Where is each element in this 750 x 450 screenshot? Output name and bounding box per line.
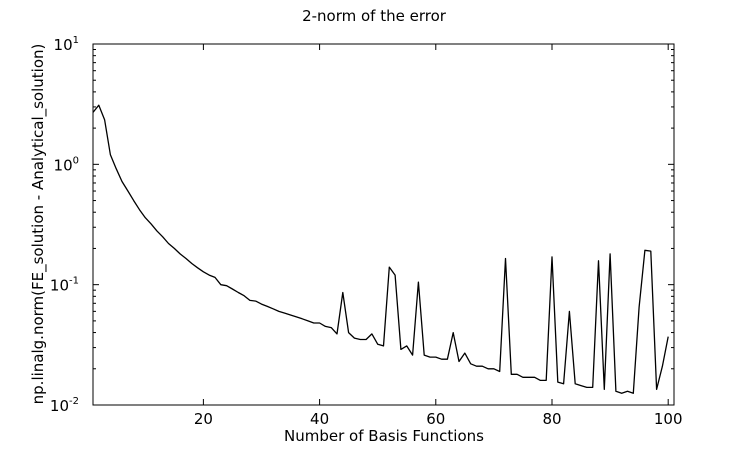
y-tick-label: 10-2 (50, 396, 79, 415)
x-axis-ticks: 20 40 60 80 100 (194, 44, 683, 428)
x-axis-label: Number of Basis Functions (284, 427, 484, 445)
y-tick-base: 10 (54, 156, 73, 174)
y-tick-label: 10-1 (50, 276, 79, 295)
x-tick-label: 100 (654, 410, 683, 428)
y-axis-label: np.linalg.norm(FE_solution - Analytical_… (29, 44, 48, 405)
series-line (92, 104, 669, 394)
y-tick-exponent: -1 (69, 276, 79, 287)
y-tick-exponent: 0 (73, 155, 79, 166)
x-tick-label: 20 (194, 410, 213, 428)
x-tick-label: 80 (542, 410, 561, 428)
plot-frame (92, 43, 675, 406)
y-tick-exponent: 1 (73, 35, 79, 46)
y-tick-exponent: -2 (69, 396, 79, 407)
chart-title: 2-norm of the error (302, 7, 447, 25)
y-tick-base: 10 (50, 397, 69, 415)
y-tick-label: 100 (54, 155, 79, 174)
x-tick-label: 60 (426, 410, 445, 428)
y-tick-base: 10 (50, 277, 69, 295)
y-tick-label: 101 (54, 35, 79, 54)
x-tick-label: 40 (310, 410, 329, 428)
y-tick-base: 10 (54, 36, 73, 54)
